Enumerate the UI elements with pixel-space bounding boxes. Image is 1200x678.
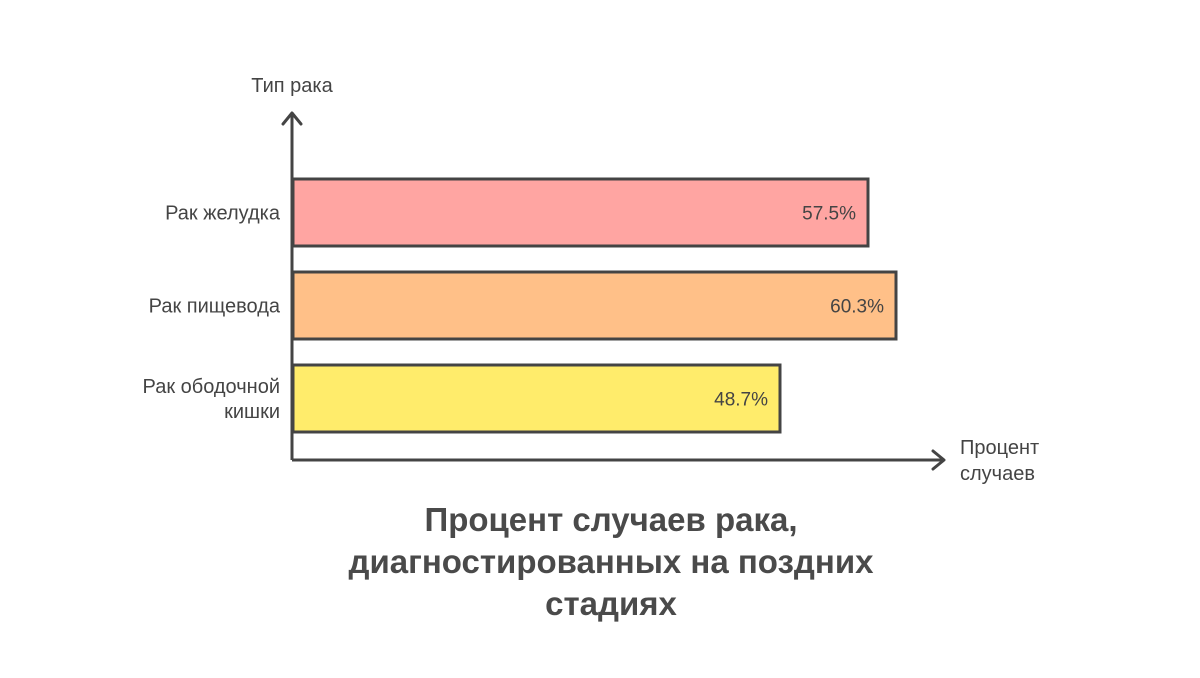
- y-axis-arrow-icon: [281, 111, 303, 126]
- bar-2: [291, 270, 898, 341]
- category-label-line: кишки: [224, 401, 280, 423]
- x-axis-title: Процент случаев: [960, 437, 1039, 485]
- x-axis-title-line: случаев: [960, 463, 1035, 485]
- chart-title: Процент случаев рака, диагностированных н…: [349, 501, 875, 622]
- category-label: Рак пищевода: [149, 296, 281, 318]
- bar-value-label: 48.7%: [714, 390, 768, 411]
- category-label-line: Рак желудка: [165, 203, 281, 225]
- chart-title-line: Процент случаев рака,: [424, 501, 797, 538]
- bar-value-label: 60.3%: [830, 297, 884, 318]
- bars-group: 57.5% Рак желудка 60.3% Рак пищевода 48.7% Ра…: [143, 177, 898, 434]
- y-axis-title: Тип рака: [251, 75, 333, 97]
- chart-title-line: диагностированных на поздних: [349, 543, 875, 580]
- chart-title-line: стадиях: [545, 585, 677, 622]
- category-label: Рак ободочной кишки: [143, 376, 280, 423]
- x-axis-title-line: Процент: [960, 437, 1039, 459]
- category-label-line: Рак пищевода: [149, 296, 281, 318]
- bar-value-label: 57.5%: [802, 204, 856, 225]
- category-label: Рак желудка: [165, 203, 281, 225]
- category-label-line: Рак ободочной: [143, 376, 280, 398]
- x-axis-arrow-icon: [931, 449, 946, 471]
- bar-3: [291, 363, 782, 434]
- bar-1: [291, 177, 870, 248]
